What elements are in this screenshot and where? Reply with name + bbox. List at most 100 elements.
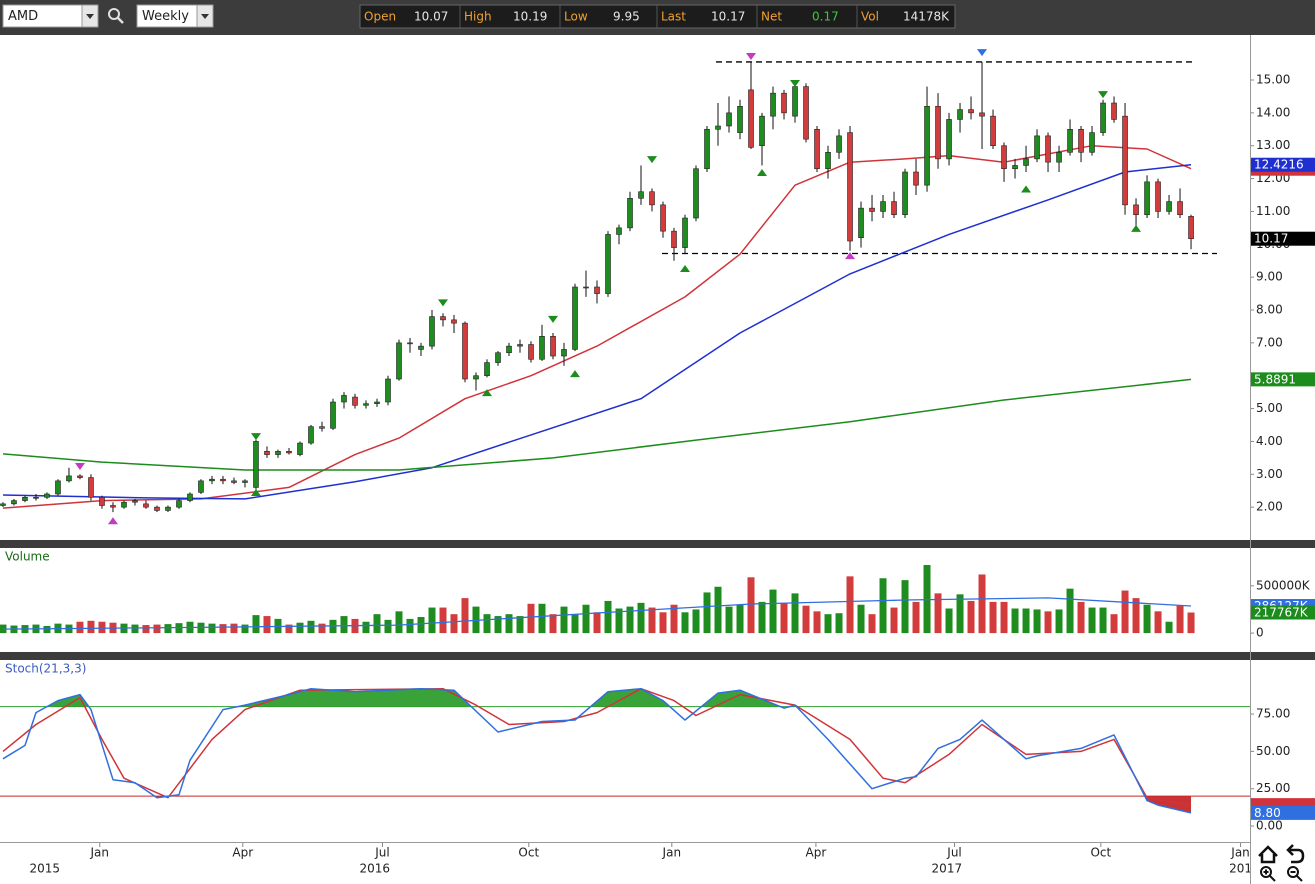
volume-bar — [373, 614, 381, 634]
volume-bar — [1132, 598, 1140, 634]
volume-bar — [395, 611, 403, 634]
candle-body — [814, 128, 820, 170]
candle-body — [880, 201, 886, 212]
candle-body — [473, 375, 479, 380]
candle-body — [847, 132, 853, 242]
x-tick-label: Jan — [1230, 846, 1250, 860]
candle-body — [110, 505, 116, 508]
volume-bar — [813, 611, 821, 634]
y-tick-label: 14.00 — [1256, 105, 1290, 119]
volume-bar — [76, 621, 84, 634]
y-tick-label: 0.00 — [1256, 819, 1283, 833]
pivot-marker — [1131, 224, 1142, 232]
zoom-out-button[interactable] — [1287, 866, 1303, 882]
panel-title: Volume — [5, 550, 50, 564]
volume-bar — [593, 612, 601, 634]
candle-body — [748, 89, 754, 148]
interval-text[interactable]: Weekly — [142, 9, 189, 24]
panel-separator — [0, 540, 1315, 548]
candle-body — [605, 234, 611, 294]
quote-label: Open — [364, 10, 396, 24]
volume-bar — [890, 607, 898, 634]
volume-bar — [516, 616, 524, 634]
symbol-text[interactable]: AMD — [8, 9, 38, 24]
x-year-label: 2016 — [360, 862, 391, 876]
quote-value: 10.19 — [513, 10, 547, 24]
y-tick-label: 3.00 — [1256, 467, 1283, 481]
pivot-marker — [845, 252, 856, 260]
candle-body — [330, 401, 336, 429]
candle-body — [1133, 204, 1139, 216]
candle-body — [132, 500, 138, 503]
volume-bar — [87, 620, 95, 634]
volume-bar — [1077, 601, 1085, 634]
volume-bar — [230, 623, 238, 634]
y-tick-label: 13.00 — [1256, 138, 1290, 152]
volume-bar — [560, 606, 568, 634]
pivot-marker — [647, 156, 658, 164]
volume-bar — [483, 614, 491, 634]
candle-body — [22, 496, 28, 501]
candle-body — [176, 500, 182, 508]
candle-body — [385, 378, 391, 403]
candle-body — [935, 105, 941, 160]
candle-body — [550, 335, 556, 357]
volume-bar — [153, 624, 161, 634]
undo-icon-arrow — [1286, 844, 1294, 856]
quote-label: Last — [661, 10, 686, 24]
x-tick-label: Jul — [946, 846, 961, 860]
volume-bar — [1066, 588, 1074, 634]
x-tick-label: Jan — [90, 846, 110, 860]
volume-bar — [549, 614, 557, 634]
candle-body — [429, 316, 435, 347]
home-button[interactable] — [1258, 845, 1278, 864]
candle-body — [88, 477, 94, 498]
candle-body — [143, 503, 149, 508]
search-button[interactable] — [108, 8, 124, 24]
candle-body — [858, 207, 864, 239]
x-year-label: 2017 — [932, 862, 963, 876]
candle-body — [891, 201, 897, 216]
value-tag-label: 217767K — [1254, 606, 1309, 620]
quote-value: 10.07 — [414, 10, 448, 24]
candle-body — [715, 125, 721, 130]
x-tick-label: Jan — [662, 846, 682, 860]
volume-bar — [582, 604, 590, 634]
undo-icon — [1290, 848, 1305, 864]
candle-body — [297, 442, 303, 455]
candle-body — [627, 197, 633, 229]
volume-bar — [98, 621, 106, 634]
candle-body — [946, 119, 952, 160]
candle-body — [121, 501, 127, 508]
volume-bar — [1165, 621, 1173, 634]
candle-body — [55, 480, 61, 495]
zoom-in-button[interactable] — [1260, 866, 1276, 882]
y-tick-label: 50.00 — [1256, 744, 1290, 758]
candle-body — [836, 135, 842, 153]
quote-label: High — [464, 10, 492, 24]
undo-button[interactable] — [1286, 844, 1305, 864]
candle-body — [594, 286, 600, 294]
volume-bar — [670, 604, 678, 634]
candle-body — [44, 493, 50, 498]
quote-label: Vol — [861, 10, 879, 24]
volume-bar — [978, 574, 986, 634]
value-tag-label: 8.80 — [1254, 806, 1281, 820]
volume-bar — [340, 616, 348, 634]
y-tick-label: 11.00 — [1256, 204, 1290, 218]
pivot-marker — [250, 433, 261, 441]
candle-body — [407, 342, 413, 345]
candle-body — [660, 204, 666, 232]
candle-body — [1144, 181, 1150, 216]
volume-bar — [142, 625, 150, 634]
quote-label: Net — [761, 10, 782, 24]
y-tick-label: 15.00 — [1256, 73, 1290, 87]
volume-bar — [604, 600, 612, 634]
volume-bar — [901, 580, 909, 634]
volume-bar — [263, 616, 271, 634]
candle-body — [517, 344, 523, 347]
volume-bar — [131, 624, 139, 634]
volume-bar — [692, 609, 700, 634]
volume-bar — [384, 619, 392, 634]
